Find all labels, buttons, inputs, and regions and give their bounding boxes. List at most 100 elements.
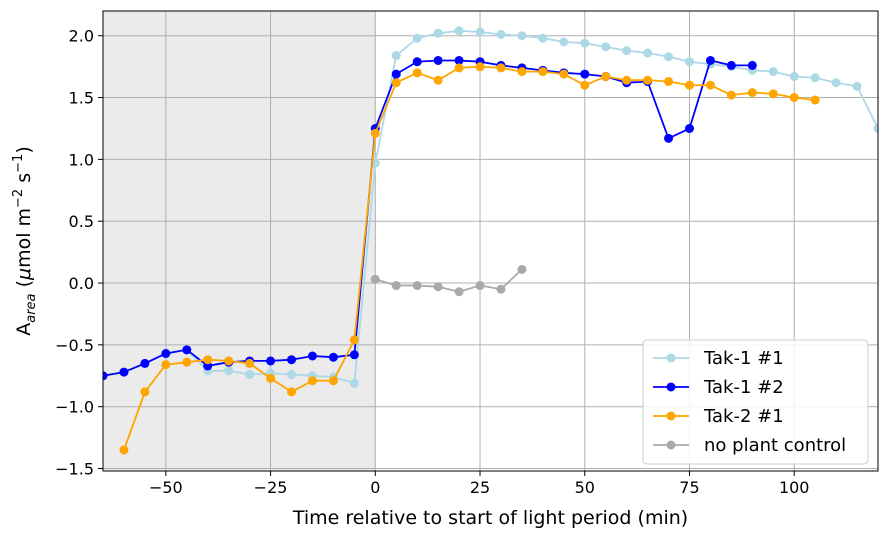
ylabel-part2: mol m bbox=[13, 208, 35, 268]
data-point bbox=[559, 37, 569, 47]
plot-frame bbox=[102, 10, 879, 472]
y-tick-label: −1.5 bbox=[55, 460, 94, 479]
data-point bbox=[245, 358, 255, 368]
data-point bbox=[559, 69, 569, 79]
data-point bbox=[684, 57, 694, 67]
y-tick-label: 2.0 bbox=[69, 27, 94, 46]
data-point bbox=[266, 356, 276, 366]
series-3 bbox=[370, 264, 527, 297]
data-point bbox=[475, 281, 485, 291]
data-point bbox=[140, 387, 150, 397]
x-tick-label: 25 bbox=[470, 478, 490, 497]
ylabel-part4: ) bbox=[13, 146, 35, 153]
series-line bbox=[123, 65, 816, 451]
data-point bbox=[412, 281, 422, 291]
legend-item: no plant control bbox=[653, 435, 846, 456]
data-point bbox=[517, 67, 527, 77]
data-point bbox=[664, 133, 674, 143]
legend-label: Tak-2 #1 bbox=[703, 406, 784, 427]
legend-label: Tak-1 #1 bbox=[703, 348, 784, 369]
data-point bbox=[684, 80, 694, 90]
x-tick-label: 75 bbox=[679, 478, 699, 497]
ylabel-mu: μ bbox=[13, 268, 35, 281]
data-point bbox=[517, 264, 527, 274]
data-point bbox=[496, 284, 506, 294]
y-tick-label: −1.0 bbox=[55, 398, 94, 417]
y-tick-label: 0.0 bbox=[69, 274, 94, 293]
data-point bbox=[726, 90, 736, 100]
data-point bbox=[328, 376, 338, 386]
data-point bbox=[538, 67, 548, 77]
y-tick-label: −0.5 bbox=[55, 336, 94, 355]
legend-swatch-marker bbox=[666, 440, 676, 450]
data-point bbox=[370, 274, 380, 284]
data-point bbox=[664, 52, 674, 62]
data-point bbox=[475, 27, 485, 37]
data-point bbox=[496, 63, 506, 73]
y-tick-label: 1.5 bbox=[69, 89, 94, 108]
legend-swatch-marker bbox=[666, 411, 676, 421]
data-point bbox=[433, 55, 443, 65]
data-point bbox=[705, 55, 715, 65]
series-layer bbox=[103, 26, 878, 455]
data-point bbox=[580, 80, 590, 90]
legend-item: Tak-1 #1 bbox=[653, 348, 784, 369]
data-point bbox=[161, 349, 171, 359]
data-point bbox=[580, 38, 590, 48]
data-point bbox=[140, 358, 150, 368]
ylabel-main: A bbox=[13, 323, 35, 336]
y-tick-label: 0.5 bbox=[69, 212, 94, 231]
data-point bbox=[580, 69, 590, 79]
data-point bbox=[684, 123, 694, 133]
data-point bbox=[391, 78, 401, 88]
data-point bbox=[349, 378, 359, 388]
dark-period-shading bbox=[103, 11, 376, 471]
data-point bbox=[747, 60, 757, 70]
ylabel-part1: ( bbox=[13, 280, 35, 293]
data-point bbox=[454, 287, 464, 297]
legend-label: Tak-1 #2 bbox=[703, 377, 784, 398]
ylabel-exp2: −1 bbox=[11, 154, 26, 173]
x-tick-label: 0 bbox=[370, 478, 380, 497]
data-point bbox=[664, 76, 674, 86]
data-point bbox=[287, 387, 297, 397]
x-tick-label: −25 bbox=[254, 478, 288, 497]
legend-box bbox=[642, 339, 869, 465]
data-point bbox=[245, 370, 255, 380]
x-axis-label: Time relative to start of light period (… bbox=[292, 507, 688, 529]
data-point bbox=[810, 95, 820, 105]
data-point bbox=[831, 78, 841, 88]
data-point bbox=[705, 80, 715, 90]
data-point bbox=[224, 366, 234, 376]
data-point bbox=[103, 371, 108, 381]
data-point bbox=[412, 57, 422, 67]
data-point bbox=[433, 75, 443, 85]
data-point bbox=[517, 31, 527, 41]
data-point bbox=[203, 355, 213, 365]
ylabel-part3: s bbox=[13, 173, 35, 189]
data-point bbox=[349, 335, 359, 345]
legend-item: Tak-2 #1 bbox=[653, 406, 784, 427]
data-point bbox=[433, 28, 443, 38]
data-point bbox=[601, 42, 611, 52]
data-point bbox=[538, 33, 548, 43]
data-point bbox=[475, 62, 485, 72]
data-point bbox=[412, 33, 422, 43]
x-tick-label: 100 bbox=[779, 478, 810, 497]
ylabel-sub: area bbox=[24, 293, 39, 322]
data-point bbox=[182, 357, 192, 367]
y-ticks: −1.5 −1.0 −0.5 0.0 0.5 1.0 1.5 2.0 bbox=[55, 27, 103, 479]
series-2 bbox=[119, 62, 820, 455]
legend-label: no plant control bbox=[704, 435, 846, 456]
data-point bbox=[412, 68, 422, 78]
data-point bbox=[433, 282, 443, 292]
data-point bbox=[810, 73, 820, 83]
data-point bbox=[203, 361, 213, 371]
data-point bbox=[768, 67, 778, 77]
data-point bbox=[287, 355, 297, 365]
data-point bbox=[496, 29, 506, 39]
data-point bbox=[852, 81, 862, 91]
legend-swatch-marker bbox=[666, 382, 676, 392]
y-tick-label: 1.0 bbox=[69, 150, 94, 169]
